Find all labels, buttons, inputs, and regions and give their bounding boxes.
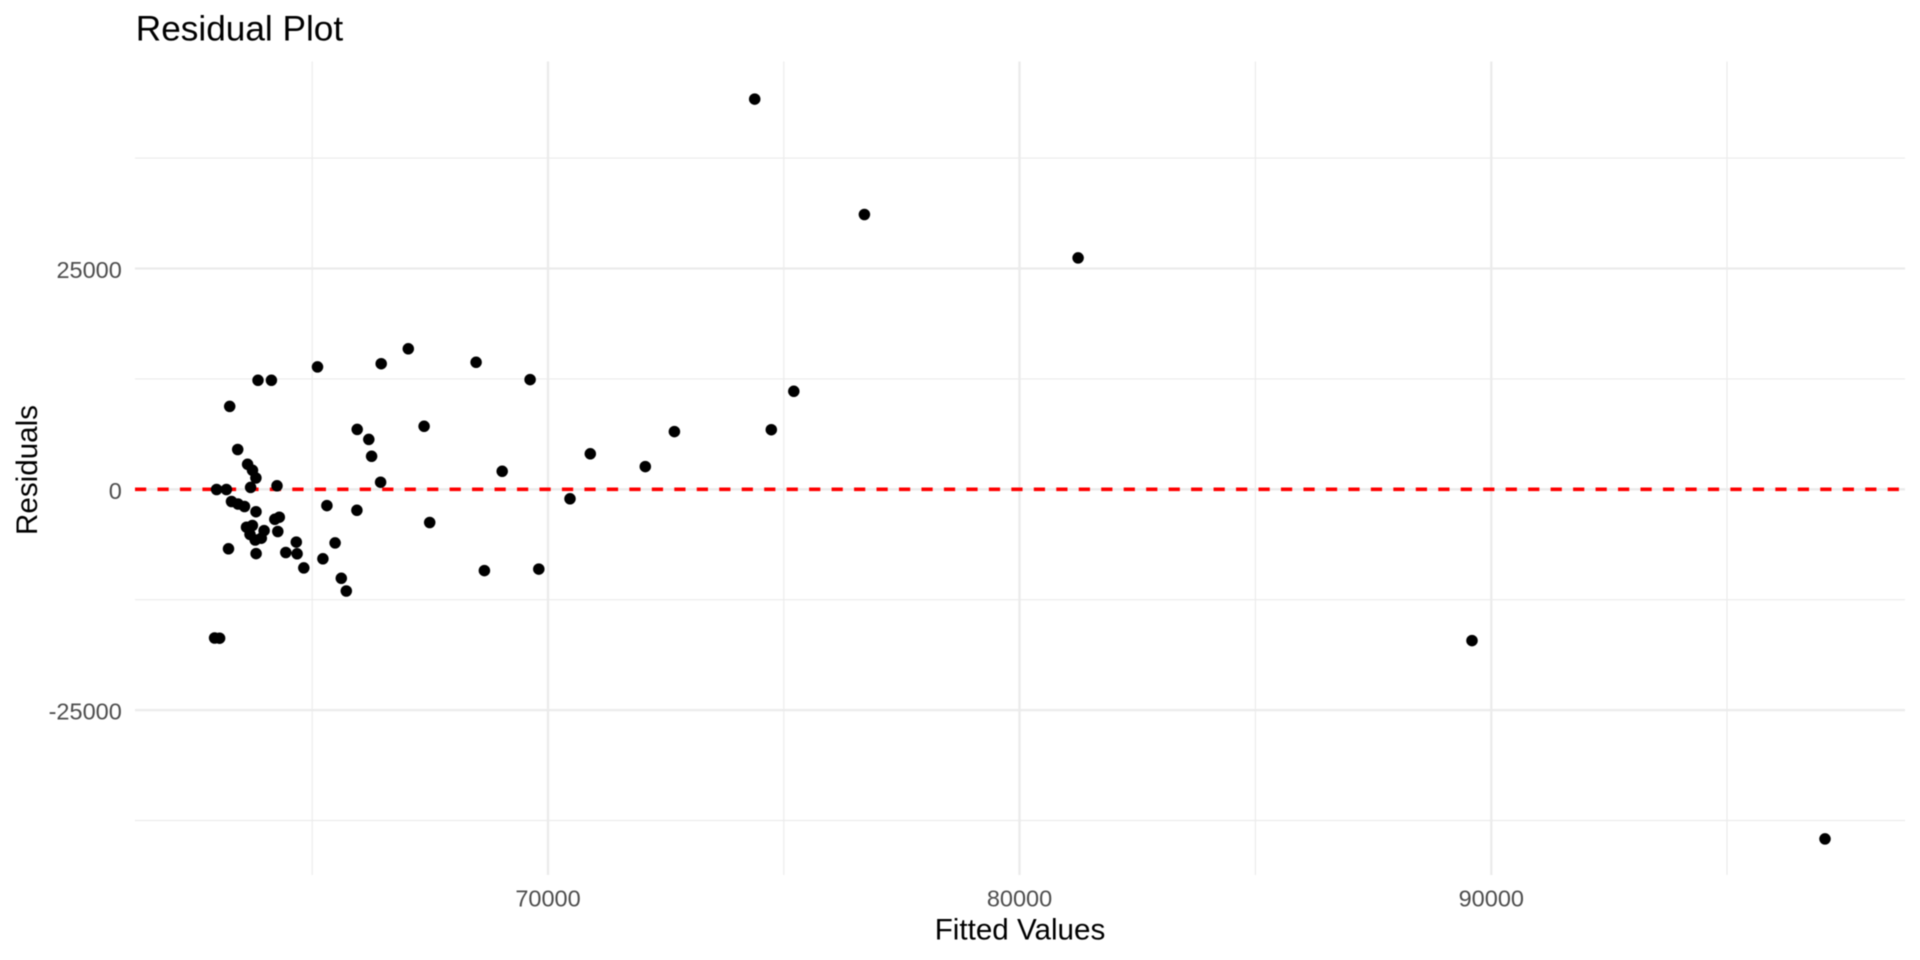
svg-text:Residual Plot: Residual Plot — [136, 9, 344, 48]
svg-text:Fitted Values: Fitted Values — [935, 914, 1106, 947]
svg-text:0: 0 — [109, 478, 122, 504]
svg-text:25000: 25000 — [56, 257, 121, 283]
svg-text:Residuals: Residuals — [11, 405, 44, 535]
svg-text:70000: 70000 — [515, 886, 580, 912]
svg-text:-25000: -25000 — [49, 699, 122, 725]
svg-text:80000: 80000 — [987, 886, 1052, 912]
svg-text:90000: 90000 — [1459, 886, 1524, 912]
